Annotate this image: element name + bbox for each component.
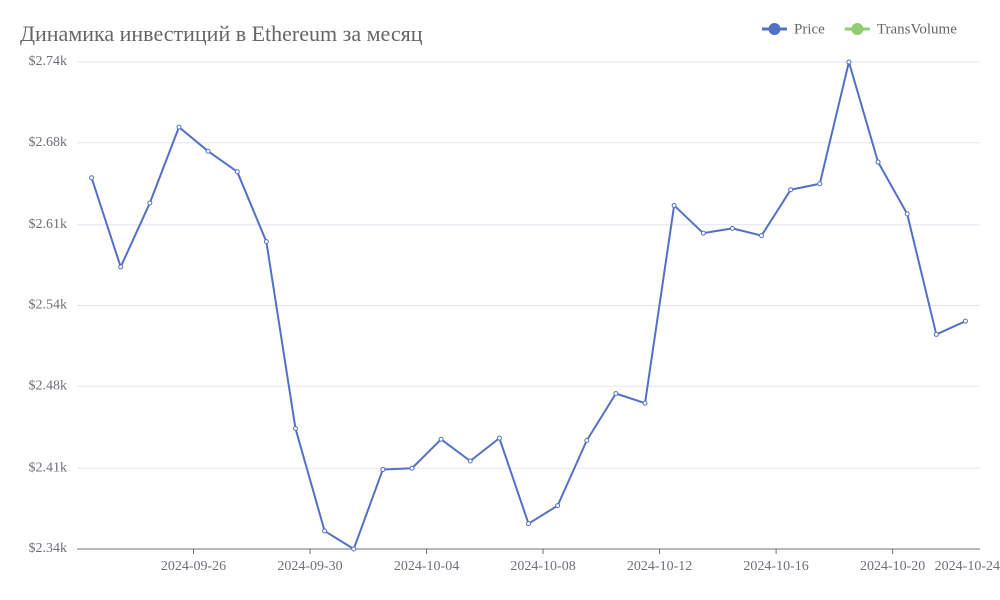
data-point [263,239,269,245]
y-tick-label: $2.54k [29,298,68,313]
data-point [962,318,968,324]
x-tick-label: 2024-10-12 [627,559,692,574]
data-point [846,59,852,65]
legend-icon [851,23,864,35]
data-point [380,466,386,472]
y-tick-label: $2.61k [29,217,68,232]
x-tick-label: 2024-10-08 [510,559,575,574]
data-point [118,264,124,270]
data-point [496,435,502,441]
data-point [759,233,765,239]
data-point [351,546,357,552]
legend-label: Price [794,21,825,37]
data-point [292,425,298,431]
data-point [817,181,823,187]
y-tick-label: $2.48k [29,378,68,393]
data-point [409,465,415,471]
data-point [904,211,910,217]
legend-label: TransVolume [877,21,957,37]
data-point [933,331,939,337]
x-tick-label: 2024-10-24 [935,559,1000,574]
data-point [322,528,328,534]
data-point [584,438,590,444]
y-tick-label: $2.41k [29,460,68,475]
data-point [729,225,735,231]
x-tick-label: 2024-10-04 [394,559,459,574]
data-point [467,458,473,464]
data-point [205,148,211,154]
y-tick-label: $2.34k [29,541,68,556]
data-point [555,503,561,509]
data-point [671,202,677,208]
data-point [613,390,619,396]
chart-title: Динамика инвестиций в Ethereum за месяц [20,21,423,46]
data-point [700,230,706,236]
data-point [526,521,531,527]
data-point [234,169,240,175]
legend-icon [768,23,781,35]
data-point [89,175,95,181]
x-tick-label: 2024-09-26 [161,559,226,574]
data-point [176,124,182,130]
x-tick-label: 2024-10-20 [860,559,925,574]
data-point [147,200,153,206]
y-tick-label: $2.74k [29,54,68,69]
data-point [875,159,881,165]
x-tick-label: 2024-10-16 [743,559,808,574]
data-point [642,400,648,406]
x-tick-label: 2024-09-30 [277,559,342,574]
data-point [788,187,794,193]
y-tick-label: $2.68k [29,135,68,150]
data-point [438,436,444,442]
